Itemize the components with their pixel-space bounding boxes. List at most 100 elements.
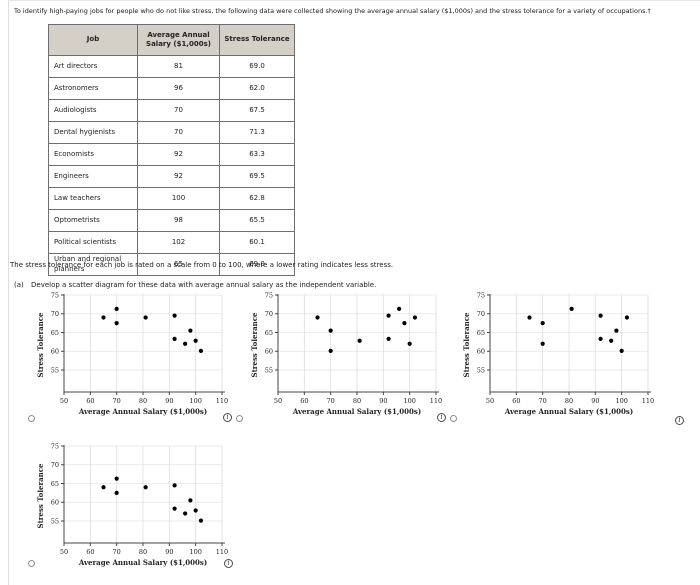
tolerance-cell: 67.5 <box>219 99 295 122</box>
job-cell: Political scientists <box>48 231 138 254</box>
svg-text:70: 70 <box>51 310 59 318</box>
svg-text:110: 110 <box>430 397 442 405</box>
svg-text:70: 70 <box>113 397 121 405</box>
svg-text:80: 80 <box>139 548 147 556</box>
job-cell: Art directors <box>48 55 138 78</box>
svg-text:55: 55 <box>51 366 59 374</box>
job-cell: Economists <box>48 143 138 166</box>
col-header-job: Job <box>48 24 138 56</box>
page-top-border <box>8 0 700 1</box>
svg-text:75: 75 <box>477 291 485 299</box>
svg-text:70: 70 <box>477 310 485 318</box>
svg-text:Average Annual Salary ($1,000s: Average Annual Salary ($1,000s) <box>292 407 421 416</box>
job-cell: Engineers <box>48 165 138 188</box>
svg-text:Stress Tolerance: Stress Tolerance <box>36 463 45 529</box>
question-intro-text: To identify high-paying jobs for people … <box>14 7 651 15</box>
svg-text:70: 70 <box>539 397 547 405</box>
table-row: Dental hygienists 70 71.3 <box>48 121 295 144</box>
table-row: Audiologists 70 67.5 <box>48 99 295 122</box>
job-cell: Astronomers <box>48 77 138 100</box>
info-icon-option-d[interactable]: i <box>224 559 233 568</box>
svg-text:90: 90 <box>591 397 599 405</box>
salary-cell: 92 <box>137 143 220 166</box>
tolerance-cell: 69.0 <box>219 253 295 276</box>
option-b-radio[interactable] <box>236 415 243 422</box>
svg-text:60: 60 <box>86 548 94 556</box>
tolerance-cell: 71.3 <box>219 121 295 144</box>
svg-text:110: 110 <box>216 548 228 556</box>
svg-text:110: 110 <box>642 397 654 405</box>
svg-text:50: 50 <box>60 397 68 405</box>
page-left-border <box>8 0 9 585</box>
col-header-salary: Average Annual Salary ($1,000s) <box>137 24 220 56</box>
svg-text:50: 50 <box>60 548 68 556</box>
salary-cell: 92 <box>137 165 220 188</box>
table-row: Astronomers 96 62.0 <box>48 77 295 100</box>
scatter-plot-option-c: 50 60 70 80 90 100 110 55 60 65 70 75 Average Annual… <box>462 291 654 416</box>
part-a-prompt: Develop a scatter diagram for these data… <box>31 281 377 289</box>
table-row: Urban and regional planners 65 69.0 <box>48 253 295 276</box>
svg-text:80: 80 <box>353 397 361 405</box>
svg-text:90: 90 <box>165 397 173 405</box>
job-cell: Audiologists <box>48 99 138 122</box>
svg-text:60: 60 <box>86 397 94 405</box>
svg-text:90: 90 <box>379 397 387 405</box>
tolerance-cell: 62.8 <box>219 187 295 210</box>
table-row: Political scientists 102 60.1 <box>48 231 295 254</box>
svg-text:60: 60 <box>512 397 520 405</box>
job-cell: Dental hygienists <box>48 121 138 144</box>
salary-cell: 81 <box>137 55 220 78</box>
svg-text:100: 100 <box>189 548 201 556</box>
svg-text:60: 60 <box>300 397 308 405</box>
svg-text:70: 70 <box>265 310 273 318</box>
svg-text:65: 65 <box>51 480 59 488</box>
table-row: Engineers 92 69.5 <box>48 165 295 188</box>
info-icon-glyph: i <box>440 413 443 421</box>
svg-text:55: 55 <box>265 366 273 374</box>
svg-text:80: 80 <box>139 397 147 405</box>
svg-text:50: 50 <box>486 397 494 405</box>
data-table: Job Average Annual Salary ($1,000s) Stre… <box>48 24 295 276</box>
info-icon-option-c[interactable]: i <box>675 416 684 425</box>
table-row: Art directors 81 69.0 <box>48 55 295 78</box>
tolerance-cell: 69.0 <box>219 55 295 78</box>
option-d-radio[interactable] <box>28 560 35 567</box>
option-a-radio[interactable] <box>28 415 35 422</box>
tolerance-cell: 63.3 <box>219 143 295 166</box>
info-icon-option-b[interactable]: i <box>437 413 446 422</box>
table-row: Economists 92 63.3 <box>48 143 295 166</box>
col-header-tolerance: Stress Tolerance <box>219 24 295 56</box>
svg-text:55: 55 <box>477 366 485 374</box>
svg-text:Average Annual Salary ($1,000s: Average Annual Salary ($1,000s) <box>78 407 207 416</box>
svg-text:60: 60 <box>51 348 59 356</box>
info-icon-glyph: i <box>678 416 681 424</box>
scatter-plot-option-d: 50 60 70 80 90 100 110 55 60 65 70 75 Average Annual… <box>36 442 228 567</box>
salary-cell: 96 <box>137 77 220 100</box>
scatter-plot-option-a: 50 60 70 80 90 100 110 55 60 65 70 75 Average Annual… <box>36 291 228 416</box>
svg-text:100: 100 <box>615 397 627 405</box>
svg-text:55: 55 <box>51 517 59 525</box>
note-text: The stress tolerance for each job is rat… <box>10 261 394 269</box>
info-icon-glyph: i <box>227 559 230 567</box>
part-a-label: (a) <box>14 281 24 289</box>
svg-text:90: 90 <box>165 548 173 556</box>
table-row: Optometrists 98 65.5 <box>48 209 295 232</box>
tolerance-cell: 69.5 <box>219 165 295 188</box>
table-header-row: Job Average Annual Salary ($1,000s) Stre… <box>48 24 295 56</box>
salary-cell: 70 <box>137 121 220 144</box>
tolerance-cell: 60.1 <box>219 231 295 254</box>
svg-text:Stress Tolerance: Stress Tolerance <box>250 312 259 378</box>
table-row: Law teachers 100 62.8 <box>48 187 295 210</box>
salary-cell: 70 <box>137 99 220 122</box>
salary-cell: 100 <box>137 187 220 210</box>
option-c-radio[interactable] <box>450 415 457 422</box>
svg-text:100: 100 <box>403 397 415 405</box>
svg-text:70: 70 <box>113 548 121 556</box>
tolerance-cell: 65.5 <box>219 209 295 232</box>
svg-text:100: 100 <box>189 397 201 405</box>
svg-text:Average Annual Salary ($1,000s: Average Annual Salary ($1,000s) <box>504 407 633 416</box>
tolerance-cell: 62.0 <box>219 77 295 100</box>
svg-text:75: 75 <box>51 291 59 299</box>
info-icon-option-a[interactable]: i <box>223 413 232 422</box>
job-cell: Optometrists <box>48 209 138 232</box>
